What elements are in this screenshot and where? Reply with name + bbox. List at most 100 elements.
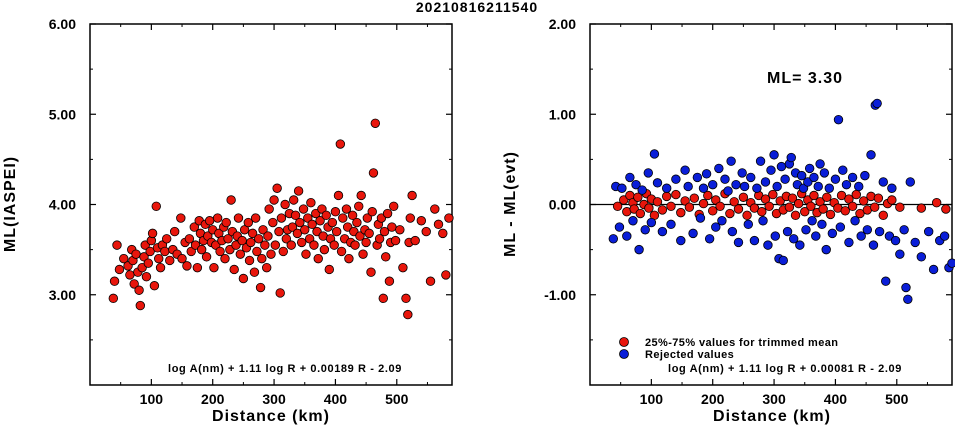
data-point <box>366 267 376 277</box>
data-point <box>246 237 256 248</box>
trimmed-mean-point <box>916 203 927 213</box>
data-point <box>223 234 233 244</box>
data-point <box>382 208 393 219</box>
rejected-point <box>737 168 747 178</box>
data-point <box>370 118 381 128</box>
left-axis-ticks: 100 200 300 400 500 3.00 4.00 5.00 6.00 <box>49 16 452 407</box>
trimmed-mean-point <box>793 198 804 209</box>
data-point <box>160 246 170 257</box>
trimmed-mean-point <box>657 205 668 215</box>
data-point <box>405 213 415 223</box>
data-point <box>177 253 187 264</box>
data-point <box>293 186 304 196</box>
trimmed-mean-point <box>858 196 869 206</box>
rejected-point <box>776 161 787 172</box>
data-point <box>243 217 253 228</box>
rejected-point <box>916 252 927 262</box>
trimmed-mean-point <box>941 204 951 214</box>
rejected-point <box>804 163 815 174</box>
rejected-point <box>866 150 876 160</box>
trimmed-mean-point <box>661 191 672 202</box>
trimmed-mean-point <box>666 201 676 212</box>
rejected-point <box>676 235 686 246</box>
data-point <box>280 199 290 210</box>
trimmed-mean-point <box>840 206 850 216</box>
rejected-point <box>854 181 864 192</box>
rejected-point <box>637 185 647 195</box>
data-point <box>367 207 377 217</box>
data-point <box>134 285 144 295</box>
data-point <box>250 213 261 223</box>
data-point <box>341 204 352 214</box>
data-point <box>266 249 276 259</box>
rejected-point <box>830 174 841 184</box>
rejected-point <box>905 177 915 187</box>
rejected-point <box>827 228 838 239</box>
data-point <box>398 262 408 273</box>
data-point <box>209 262 219 273</box>
data-point <box>108 293 119 304</box>
rejected-point <box>835 222 846 232</box>
data-point <box>182 261 192 271</box>
trimmed-mean-point <box>931 197 942 208</box>
rejected-point <box>666 219 676 230</box>
data-point <box>290 210 301 221</box>
trimmed-mean-point <box>800 207 810 217</box>
rejected-point <box>789 234 799 244</box>
data-point <box>109 276 120 286</box>
data-point <box>275 288 285 298</box>
rejected-point <box>643 168 653 178</box>
rejected-point <box>815 159 825 169</box>
data-point <box>350 240 360 250</box>
data-point <box>309 240 319 250</box>
left-formula: log A(nm) + 1.11 log R + 0.00189 R - 2.0… <box>168 363 402 375</box>
x-tick-label: 100 <box>140 391 164 407</box>
data-point <box>257 253 267 264</box>
rejected-point <box>786 152 796 163</box>
trimmed-mean-point <box>684 202 695 212</box>
right-x-axis-label: Distance (km) <box>713 408 831 425</box>
data-point <box>220 253 230 264</box>
data-point <box>315 216 325 226</box>
x-tick-label: 300 <box>762 391 786 407</box>
trimmed-mean-point <box>873 193 884 203</box>
data-point <box>390 235 401 246</box>
rejected-point <box>887 183 897 193</box>
data-point <box>401 293 411 304</box>
rejected-point <box>714 163 724 174</box>
data-point <box>192 262 203 273</box>
trimmed-mean-point <box>790 210 801 221</box>
data-point <box>389 201 399 212</box>
data-point <box>281 234 292 244</box>
rejected-point <box>720 174 730 184</box>
legend-marker-rejected <box>619 349 629 359</box>
rejected-point <box>743 219 753 230</box>
rejected-point <box>874 226 885 237</box>
trimmed-mean-point <box>787 193 798 203</box>
data-point <box>327 217 338 228</box>
data-point <box>301 249 311 259</box>
data-point <box>292 228 303 239</box>
data-point <box>149 281 160 291</box>
data-point <box>438 228 448 239</box>
rejected-point <box>899 225 909 235</box>
x-tick-label: 400 <box>324 391 348 407</box>
y-tick-label: 5.00 <box>49 106 76 122</box>
rejected-point <box>614 222 625 232</box>
y-tick-label: 1.00 <box>549 106 576 122</box>
data-point <box>201 252 212 262</box>
data-point <box>384 276 395 286</box>
data-point <box>410 235 420 246</box>
rejected-point <box>625 172 635 183</box>
rejected-point <box>939 231 950 241</box>
trimmed-mean-point <box>809 190 819 201</box>
data-point <box>247 228 258 239</box>
data-point <box>295 217 305 228</box>
rejected-point <box>903 294 913 304</box>
data-point <box>264 204 274 214</box>
x-tick-label: 400 <box>824 391 848 407</box>
trimmed-mean-point <box>851 189 861 200</box>
data-point <box>306 197 316 208</box>
rejected-point <box>856 231 866 241</box>
